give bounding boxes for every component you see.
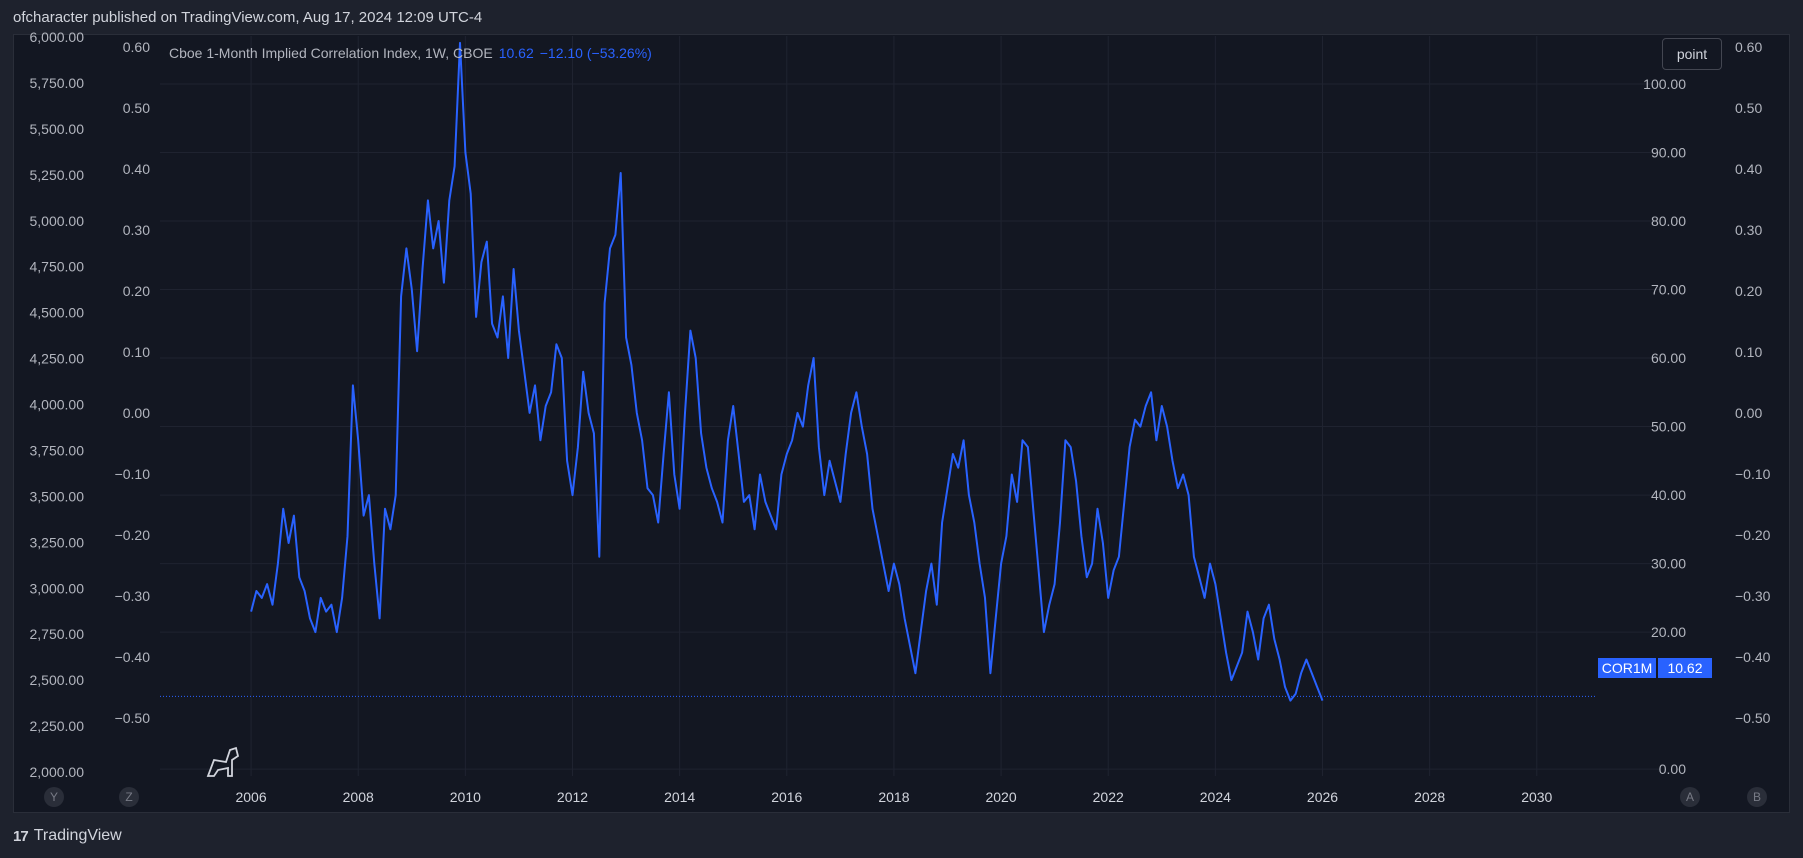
left-axis-outer-tick: 2,250.00 xyxy=(30,718,85,734)
left-axis-inner-tick: 0.30 xyxy=(123,222,150,238)
left-axis-inner-tick: 0.20 xyxy=(123,283,150,299)
right-axis-outer-tick: 0.00 xyxy=(1735,405,1762,421)
right-axis-tick: 30.00 xyxy=(1651,556,1686,572)
axis-z-button[interactable]: Z xyxy=(119,787,139,807)
left-axis-outer-tick: 5,500.00 xyxy=(30,121,85,137)
axis-a-button[interactable]: A xyxy=(1680,787,1700,807)
tradingview-logo-icon: 17 xyxy=(13,827,29,845)
left-axis-outer-tick: 4,000.00 xyxy=(30,397,85,413)
right-axis-tick: 100.00 xyxy=(1643,76,1686,92)
left-axis-outer-tick: 2,750.00 xyxy=(30,626,85,642)
right-axis-tick: 40.00 xyxy=(1651,487,1686,503)
x-axis-tick: 2020 xyxy=(985,789,1016,805)
left-axis-inner-tick: 0.60 xyxy=(123,39,150,55)
right-axis-tick: 0.00 xyxy=(1659,761,1686,777)
axis-y-button[interactable]: Y xyxy=(44,787,64,807)
left-axis-outer-tick: 4,500.00 xyxy=(30,305,85,321)
x-axis-tick: 2006 xyxy=(235,789,266,805)
right-axis-outer-tick: 0.30 xyxy=(1735,222,1762,238)
left-axis-outer-tick: 5,750.00 xyxy=(30,75,85,91)
published-text: ofcharacter published on TradingView.com… xyxy=(13,8,483,26)
right-axis-outer-tick: −0.50 xyxy=(1735,710,1771,726)
right-axis-tick: 50.00 xyxy=(1651,419,1686,435)
left-axis-inner-tick: 0.50 xyxy=(123,100,150,116)
right-axis-outer-tick: −0.30 xyxy=(1735,588,1771,604)
left-axis-outer-tick: 3,000.00 xyxy=(30,580,85,596)
published-header: ofcharacter published on TradingView.com… xyxy=(0,0,1803,34)
footer-brand[interactable]: 17 TradingView xyxy=(13,822,122,850)
legend-value: 10.62 xyxy=(498,45,534,61)
x-axis-tick: 2014 xyxy=(664,789,695,805)
right-axis-outer-tick: 0.20 xyxy=(1735,283,1762,299)
legend-name: Cboe 1-Month Implied Correlation Index, … xyxy=(169,45,493,61)
left-axis-outer-tick: 4,750.00 xyxy=(30,259,85,275)
left-axis-inner-tick: 0.10 xyxy=(123,344,150,360)
left-axis-inner-tick: 0.00 xyxy=(123,405,150,421)
left-axis-outer-tick: 3,500.00 xyxy=(30,488,85,504)
right-axis-tick: 60.00 xyxy=(1651,350,1686,366)
x-axis-tick: 2012 xyxy=(557,789,588,805)
x-axis-tick: 2026 xyxy=(1307,789,1338,805)
left-axis-outer-tick: 2,000.00 xyxy=(30,764,85,780)
price-tag-symbol: COR1M xyxy=(1598,658,1656,678)
left-axis-inner-tick: −0.50 xyxy=(115,710,151,726)
right-axis-outer-tick: 0.60 xyxy=(1735,39,1762,55)
right-axis-outer-tick: 0.10 xyxy=(1735,344,1762,360)
series-legend[interactable]: Cboe 1-Month Implied Correlation Index, … xyxy=(169,45,652,61)
footer-brand-text: TradingView xyxy=(33,827,122,844)
left-axis-inner-tick: −0.10 xyxy=(115,466,151,482)
x-axis-tick: 2024 xyxy=(1200,789,1231,805)
chart-frame xyxy=(13,34,1790,813)
left-axis-outer-tick: 5,250.00 xyxy=(30,167,85,183)
dino-watermark-icon xyxy=(206,746,240,777)
left-axis-inner-tick: −0.20 xyxy=(115,527,151,543)
left-axis-outer-tick: 6,000.00 xyxy=(30,29,85,45)
right-axis-tick: 80.00 xyxy=(1651,213,1686,229)
left-axis-outer-tick: 3,750.00 xyxy=(30,442,85,458)
x-axis-tick: 2018 xyxy=(878,789,909,805)
left-axis-outer-tick: 3,250.00 xyxy=(30,534,85,550)
price-tag-value: 10.62 xyxy=(1658,658,1712,678)
right-axis-tick: 90.00 xyxy=(1651,144,1686,160)
legend-change: −12.10 (−53.26%) xyxy=(539,45,652,61)
x-axis-tick: 2010 xyxy=(450,789,481,805)
right-axis-tick: 70.00 xyxy=(1651,282,1686,298)
x-axis-tick: 2022 xyxy=(1093,789,1124,805)
right-axis-outer-tick: −0.20 xyxy=(1735,527,1771,543)
right-axis-outer-tick: 0.40 xyxy=(1735,161,1762,177)
x-axis-tick: 2028 xyxy=(1414,789,1445,805)
left-axis-inner-tick: −0.30 xyxy=(115,588,151,604)
series-line-cor1m xyxy=(250,41,1324,702)
scale-mode-button[interactable]: point xyxy=(1662,38,1722,70)
left-axis-outer-tick: 5,000.00 xyxy=(30,213,85,229)
right-axis-tick: 20.00 xyxy=(1651,624,1686,640)
left-axis-outer-tick: 2,500.00 xyxy=(30,672,85,688)
x-axis-tick: 2016 xyxy=(771,789,802,805)
axis-b-button[interactable]: B xyxy=(1747,787,1767,807)
left-axis-inner-tick: −0.40 xyxy=(115,649,151,665)
right-axis-outer-tick: −0.10 xyxy=(1735,466,1771,482)
left-axis-inner-tick: 0.40 xyxy=(123,161,150,177)
left-axis-outer-tick: 4,250.00 xyxy=(30,351,85,367)
x-axis-tick: 2030 xyxy=(1521,789,1552,805)
right-axis-outer-tick: −0.40 xyxy=(1735,649,1771,665)
x-axis-tick: 2008 xyxy=(343,789,374,805)
right-axis-outer-tick: 0.50 xyxy=(1735,100,1762,116)
